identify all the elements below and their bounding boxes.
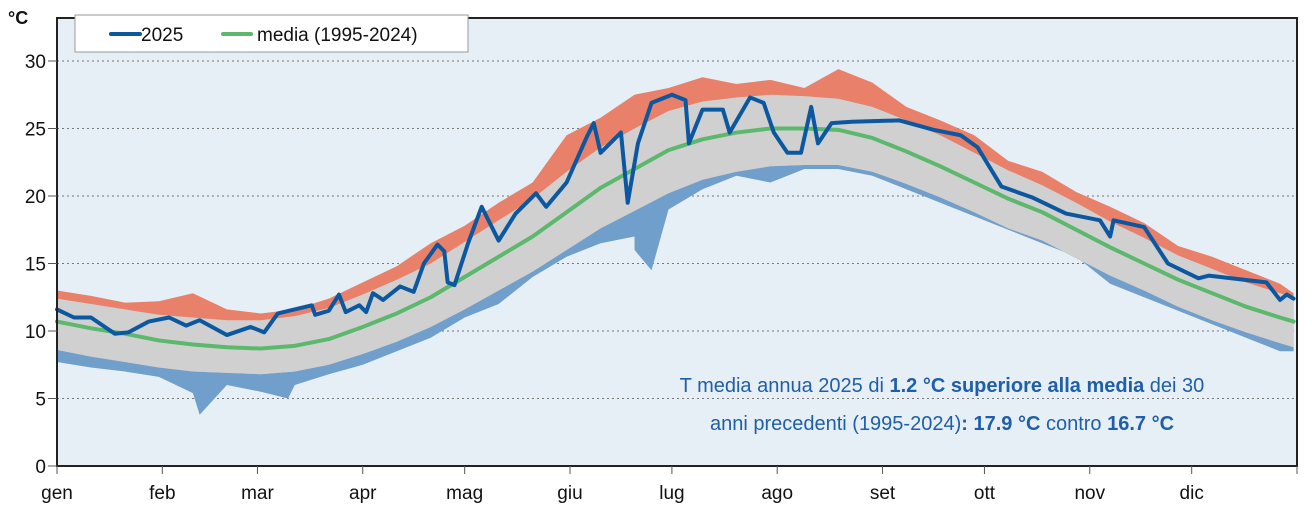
y-tick-label: 30	[25, 52, 46, 73]
annotation-text: dei 30	[1144, 375, 1204, 397]
annotation-line-2: anni precedenti (1995-2024): 17.9 °C con…	[710, 413, 1174, 435]
y-tick-label: 10	[25, 322, 46, 343]
annotation-bold: 1.2 °C superiore alla media	[889, 375, 1145, 397]
y-axis: 0 5 10 15 20 25 30	[25, 52, 57, 478]
legend-label-2025: 2025	[141, 25, 183, 46]
annotation-text: contro	[1040, 413, 1107, 435]
y-tick-label: 15	[25, 255, 46, 276]
y-axis-unit: °C	[8, 8, 28, 28]
annotation-text: anni precedenti (1995-2024)	[710, 413, 961, 435]
mean-1995-2024-line	[55, 126, 1296, 351]
y-tick-label: 0	[35, 457, 46, 478]
annotation-bold: : 17.9 °C	[961, 413, 1040, 435]
plot-frame	[56, 17, 1298, 467]
reference-areas	[57, 69, 1294, 415]
series-lines	[55, 92, 1296, 351]
x-tick-label: feb	[149, 483, 175, 504]
y-tick-label: 20	[25, 187, 46, 208]
x-axis: gen feb mar apr mag giu lug ago set ott nov dic	[41, 466, 1298, 504]
x-tick-label: lug	[659, 483, 684, 504]
annotation-bold: 16.7 °C	[1107, 413, 1174, 435]
x-tick-label: ago	[761, 483, 793, 504]
series-2025-line	[55, 92, 1296, 338]
x-tick-label: gen	[41, 483, 73, 504]
x-tick-label: apr	[349, 483, 377, 504]
annotation-text: T media annua 2025 di	[680, 375, 890, 397]
legend: 2025 media (1995-2024)	[74, 14, 469, 53]
x-tick-label: set	[870, 483, 896, 504]
x-tick-label: nov	[1074, 483, 1105, 504]
y-tick-label: 25	[25, 120, 46, 141]
x-tick-label: dic	[1180, 483, 1204, 504]
x-tick-label: mar	[241, 483, 274, 504]
area-reference-band	[57, 94, 1294, 375]
x-tick-label: ott	[974, 483, 996, 504]
y-tick-label: 5	[35, 390, 46, 411]
annotation-line-1: T media annua 2025 di 1.2 °C superiore a…	[680, 375, 1205, 397]
x-tick-label: giu	[557, 483, 582, 504]
legend-label-mean: media (1995-2024)	[257, 25, 418, 46]
x-tick-label: mag	[446, 483, 483, 504]
